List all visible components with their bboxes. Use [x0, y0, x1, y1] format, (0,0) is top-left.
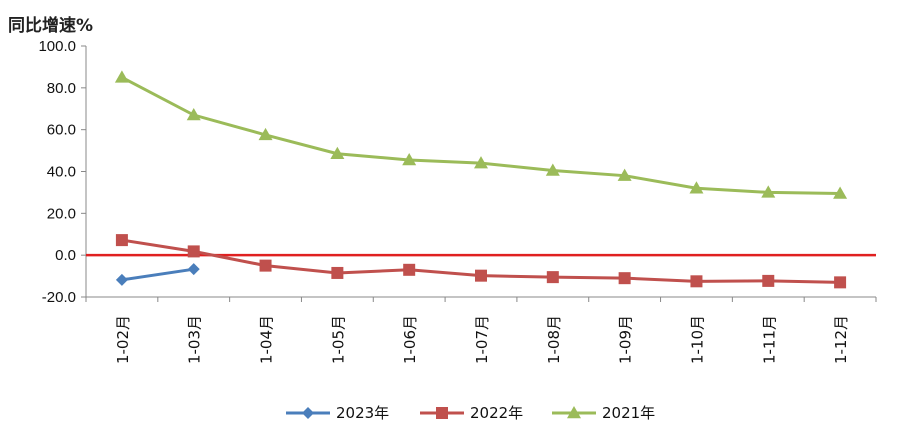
- data-point: [618, 272, 631, 285]
- data-point: [331, 266, 344, 279]
- data-point: [330, 146, 345, 159]
- x-tick-label: 1-06月: [401, 315, 419, 364]
- data-point: [834, 276, 847, 289]
- legend-label: 2022年: [470, 404, 523, 422]
- legend: 2023年 2022年 2021年: [286, 404, 655, 422]
- x-tick-label: 1-07月: [473, 315, 491, 364]
- y-tick-label: 80.0: [47, 80, 76, 97]
- data-point: [617, 168, 632, 181]
- y-tick-label: 20.0: [47, 205, 76, 222]
- axes: [81, 45, 877, 302]
- data-point: [115, 234, 128, 247]
- series-line: [121, 76, 841, 195]
- x-tick-label: 1-03月: [186, 315, 204, 364]
- data-point: [403, 263, 416, 276]
- x-tick-label: 1-04月: [258, 315, 276, 364]
- x-tick-label: 1-11月: [760, 315, 778, 364]
- x-tick-labels: 1-02月 1-03月 1-04月 1-05月 1-06月 1-07月 1-08月 1-09月…: [114, 315, 850, 364]
- data-point: [761, 185, 776, 198]
- x-tick-label: 1-02月: [114, 315, 132, 364]
- legend-marker: [302, 407, 314, 419]
- legend-marker: [436, 407, 448, 419]
- series-line: [121, 267, 194, 282]
- data-point: [689, 181, 704, 194]
- x-tick-label: 1-05月: [329, 315, 347, 364]
- x-tick-label: 1-09月: [617, 315, 635, 364]
- legend-label: 2023年: [336, 404, 389, 422]
- data-point: [474, 156, 488, 169]
- data-point: [258, 127, 273, 141]
- data-point: [402, 152, 417, 166]
- x-tick-label: 1-10月: [688, 315, 706, 364]
- data-point: [546, 271, 559, 284]
- data-point: [186, 108, 201, 121]
- y-tick-label: -20.0: [42, 289, 76, 306]
- y-axis-title: 同比增速%: [8, 15, 93, 36]
- series-2022年: [115, 234, 847, 289]
- series-2023年: [115, 263, 200, 286]
- data-point: [762, 274, 775, 287]
- legend-item: 2021年: [552, 404, 655, 422]
- data-point: [259, 259, 272, 272]
- legend-item: 2022年: [420, 404, 523, 422]
- data-point: [690, 275, 703, 288]
- y-tick-label: 100.0: [38, 38, 76, 55]
- y-tick-label: 0.0: [55, 247, 76, 264]
- data-point: [545, 163, 560, 176]
- series-group: [114, 70, 848, 289]
- data-point: [114, 70, 129, 83]
- data-point: [833, 186, 848, 199]
- data-point: [187, 245, 200, 258]
- series-2021年: [114, 70, 848, 199]
- legend-item: 2023年: [286, 404, 389, 422]
- y-tick-labels: 100.0 80.0 60.0 40.0 20.0 0.0 -20.0: [38, 38, 76, 306]
- data-point: [115, 273, 128, 286]
- data-point: [187, 263, 200, 276]
- legend-marker: [567, 406, 581, 419]
- x-tick-label: 1-12月: [832, 315, 850, 364]
- data-point: [475, 269, 487, 282]
- x-tick-label: 1-08月: [545, 315, 563, 364]
- y-tick-label: 60.0: [47, 122, 76, 139]
- y-tick-label: 40.0: [47, 164, 76, 181]
- legend-label: 2021年: [602, 404, 655, 422]
